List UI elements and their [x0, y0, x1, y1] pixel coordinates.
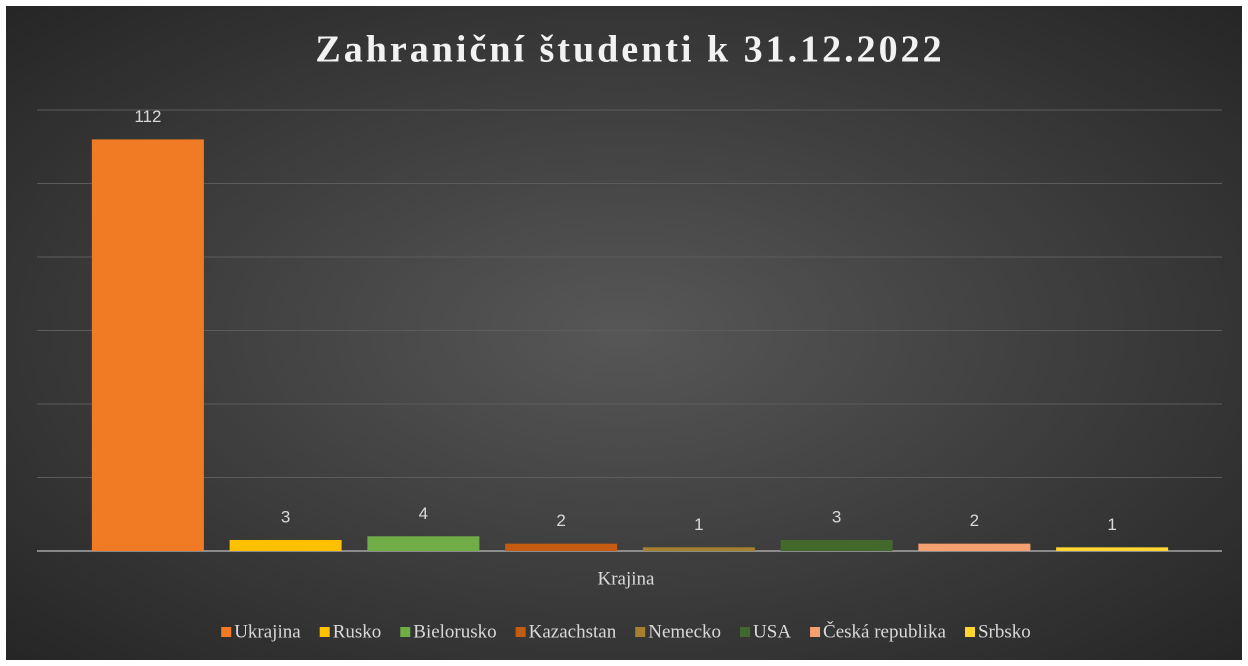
bar — [505, 543, 618, 551]
data-label: 2 — [556, 511, 565, 530]
x-axis-label: Krajina — [598, 568, 656, 589]
legend-swatch — [221, 627, 232, 637]
bar — [918, 543, 1031, 551]
legend-swatch — [964, 627, 975, 637]
data-label: 4 — [419, 504, 428, 523]
legend-swatch — [740, 627, 751, 637]
chart-title: Zahraniční študenti k 31.12.2022 — [315, 29, 944, 71]
legend-swatch — [515, 627, 526, 637]
data-label: 3 — [832, 507, 841, 526]
legend-swatch — [635, 627, 646, 637]
bar — [229, 539, 342, 551]
legend-label: Kazachstan — [529, 621, 617, 642]
data-label: 3 — [281, 507, 290, 526]
legend-label: Bielorusko — [413, 621, 496, 642]
legend-label: Ukrajina — [234, 621, 301, 642]
data-label: 2 — [970, 511, 979, 530]
data-label: 1 — [694, 515, 703, 534]
legend-swatch — [319, 627, 330, 637]
legend-label: USA — [753, 621, 791, 642]
legend-label: Srbsko — [978, 621, 1031, 642]
data-label: 1 — [1107, 515, 1116, 534]
bar — [367, 536, 480, 551]
data-label: 112 — [134, 107, 161, 126]
legend-swatch — [400, 627, 411, 637]
legend-label: Rusko — [333, 621, 382, 642]
bar — [91, 139, 204, 551]
bar — [1056, 547, 1169, 551]
bar — [780, 539, 893, 551]
legend-label: Česká republika — [823, 620, 947, 642]
legend-label: Nemecko — [648, 621, 721, 642]
legend-swatch — [810, 627, 821, 637]
bar — [642, 547, 755, 551]
